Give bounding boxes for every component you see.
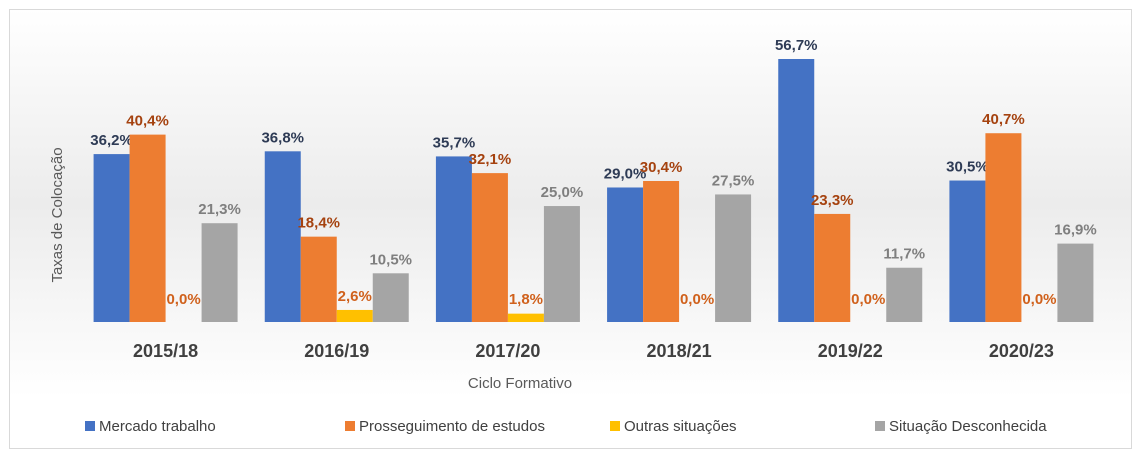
data-label: 30,4% xyxy=(640,159,683,176)
y-axis-title: Taxas de Colocação xyxy=(49,147,66,282)
data-label: 27,5% xyxy=(712,172,755,189)
bar xyxy=(607,187,644,322)
data-label: 21,3% xyxy=(198,201,241,218)
x-tick-label: 2019/22 xyxy=(818,341,883,361)
legend-label: Outras situações xyxy=(624,418,737,435)
bar xyxy=(435,156,472,322)
legend-swatch xyxy=(345,421,355,431)
legend-swatch xyxy=(85,421,95,431)
bar xyxy=(129,134,166,322)
data-label: 25,0% xyxy=(541,184,584,201)
x-axis-title: Ciclo Formativo xyxy=(468,375,572,392)
data-label: 10,5% xyxy=(369,251,412,268)
bar xyxy=(1057,243,1094,322)
data-label: 0,0% xyxy=(166,291,200,308)
chart-border xyxy=(9,9,1132,449)
x-tick-label: 2016/19 xyxy=(304,341,369,361)
data-label: 35,7% xyxy=(433,134,476,151)
bar xyxy=(778,59,815,322)
data-label: 32,1% xyxy=(469,151,512,168)
data-label: 18,4% xyxy=(297,215,340,232)
data-label: 0,0% xyxy=(851,291,885,308)
bar xyxy=(264,151,301,322)
bar xyxy=(336,309,373,322)
bar xyxy=(300,236,337,322)
data-label: 23,3% xyxy=(811,192,854,209)
data-label: 36,8% xyxy=(261,129,304,146)
data-label: 29,0% xyxy=(604,165,647,182)
data-label: 0,0% xyxy=(1022,291,1056,308)
data-label: 30,5% xyxy=(946,158,989,175)
data-label: 40,7% xyxy=(982,111,1025,128)
legend-label: Situação Desconhecida xyxy=(889,418,1047,435)
bar xyxy=(372,273,409,322)
bar xyxy=(643,180,680,322)
data-label: 40,4% xyxy=(126,113,169,130)
data-label: 56,7% xyxy=(775,37,818,54)
bar xyxy=(886,267,923,322)
x-tick-label: 2018/21 xyxy=(647,341,712,361)
bar xyxy=(814,213,851,322)
x-tick-label: 2020/23 xyxy=(989,341,1054,361)
data-label: 11,7% xyxy=(883,246,925,263)
plot-background xyxy=(9,9,1132,398)
bar xyxy=(471,173,508,322)
bar xyxy=(949,180,986,322)
legend-label: Mercado trabalho xyxy=(99,418,216,435)
x-tick-label: 2015/18 xyxy=(133,341,198,361)
bar xyxy=(201,223,238,322)
legend-swatch xyxy=(875,421,885,431)
bar xyxy=(715,194,752,322)
bar xyxy=(543,206,580,322)
data-label: 0,0% xyxy=(680,291,714,308)
bar xyxy=(985,133,1022,322)
legend-label: Prosseguimento de estudos xyxy=(359,418,545,435)
data-label: 36,2% xyxy=(90,132,133,149)
data-label: 2,6% xyxy=(338,288,372,305)
data-label: 1,8% xyxy=(509,291,543,308)
bar xyxy=(507,313,544,322)
legend-swatch xyxy=(610,421,620,431)
bar xyxy=(93,154,130,322)
x-tick-label: 2017/20 xyxy=(475,341,540,361)
data-label: 16,9% xyxy=(1054,222,1097,239)
